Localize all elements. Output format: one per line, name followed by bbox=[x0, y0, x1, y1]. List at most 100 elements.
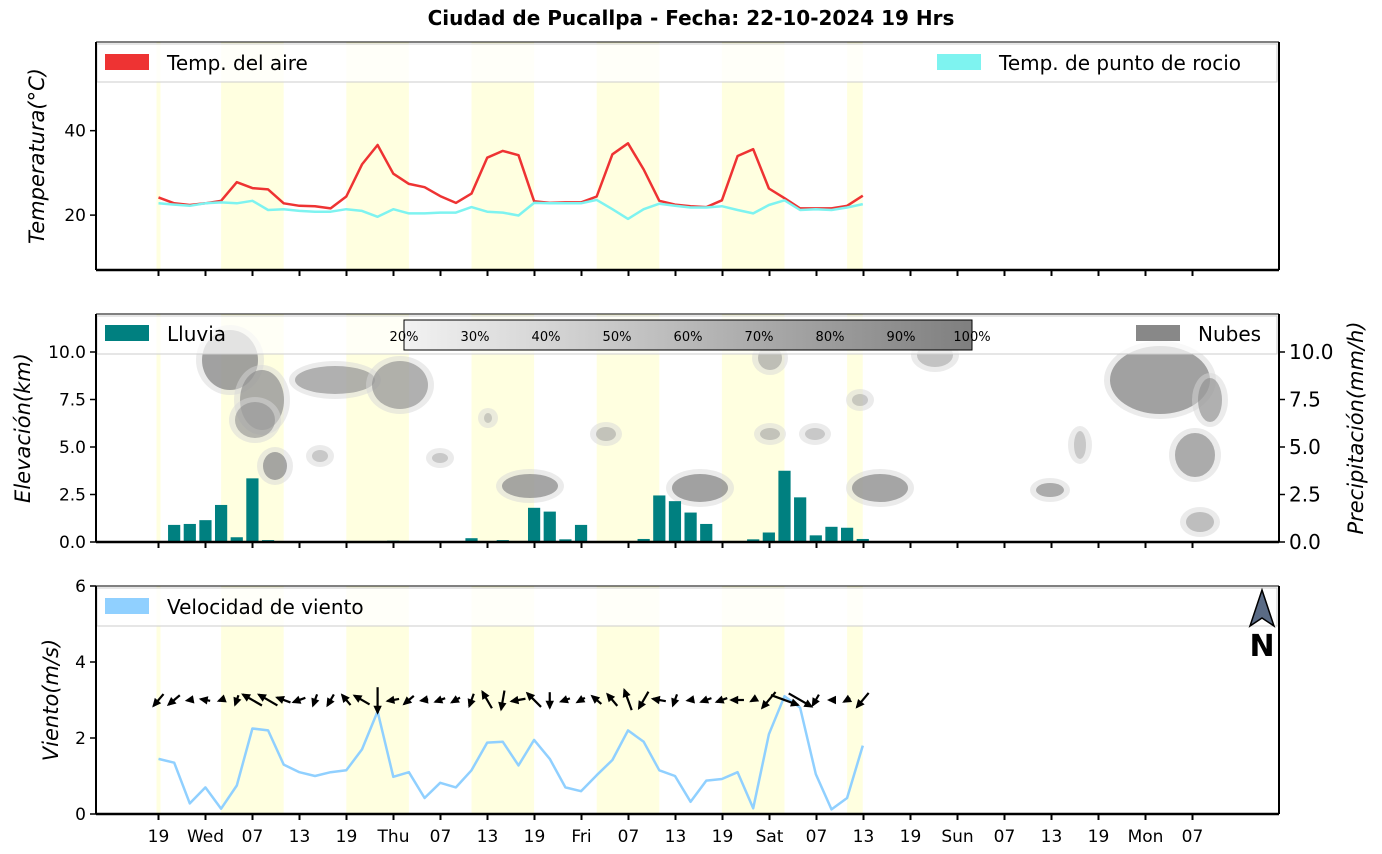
x-tick-label: 13 bbox=[665, 827, 687, 847]
wind-arrow-head bbox=[291, 695, 302, 704]
cloud-area bbox=[426, 448, 454, 468]
wind-arrow-head bbox=[559, 695, 569, 704]
wind-arrow-head bbox=[433, 695, 444, 704]
colorbar-label: 20% bbox=[390, 330, 419, 345]
x-tick-label: Thu bbox=[377, 827, 410, 847]
legend-label-clouds: Nubes bbox=[1198, 322, 1261, 346]
rain-bar bbox=[653, 495, 666, 542]
rain-bar bbox=[527, 507, 541, 542]
y-axis-label: Elevación(km) bbox=[11, 353, 35, 503]
cloud-area bbox=[799, 423, 831, 445]
wind-arrow-head bbox=[402, 696, 413, 706]
colorbar-label: 50% bbox=[603, 330, 632, 345]
x-tick-label: 19 bbox=[336, 827, 358, 847]
rain-bar bbox=[559, 539, 572, 542]
y-tick-label: 2.5 bbox=[59, 486, 86, 506]
wind-arrow-head bbox=[622, 688, 631, 698]
wind-arrow-head bbox=[790, 698, 800, 707]
cloud-area bbox=[852, 394, 868, 406]
wind-arrow-head bbox=[749, 694, 760, 703]
cloud-area bbox=[478, 408, 498, 428]
rain-bar bbox=[778, 470, 791, 542]
cloud-area bbox=[1036, 483, 1064, 497]
series-line-dew-point bbox=[158, 198, 864, 221]
rain-bar bbox=[700, 523, 713, 542]
wind-arrow-head bbox=[729, 695, 739, 705]
wind-arrow-head bbox=[650, 695, 661, 705]
wind-arrow-head bbox=[241, 693, 251, 702]
legend-box bbox=[96, 587, 1278, 627]
x-tick-label: 19 bbox=[148, 827, 170, 847]
cloud-area bbox=[760, 428, 780, 440]
x-tick-label: Fri bbox=[571, 827, 591, 847]
wind-arrow-head bbox=[481, 690, 490, 700]
wind-arrow-head bbox=[385, 695, 395, 704]
rain-bar bbox=[574, 524, 588, 542]
colorbar-label: 30% bbox=[461, 330, 490, 345]
wind-arrow-head bbox=[803, 699, 814, 708]
y-axis-label: Viento(m/s) bbox=[39, 639, 63, 761]
rain-bar bbox=[856, 538, 869, 542]
cloud-area bbox=[852, 474, 908, 502]
rain-bar bbox=[465, 538, 478, 542]
wind-arrow-head bbox=[166, 697, 177, 706]
colorbar-label: 60% bbox=[674, 330, 703, 345]
daylight-band bbox=[156, 42, 161, 270]
wind-arrow-head bbox=[233, 696, 242, 707]
x-tick-label: 07 bbox=[994, 827, 1016, 847]
cloud-area bbox=[1175, 433, 1215, 477]
wind-arrow-head bbox=[311, 697, 320, 708]
y-tick-label: 20 bbox=[64, 206, 86, 226]
wind-arrow-head bbox=[855, 699, 865, 709]
cloud-colorbar bbox=[403, 319, 973, 351]
x-tick-label: 19 bbox=[900, 827, 922, 847]
cloud-area bbox=[596, 427, 616, 441]
colorbar-label: 40% bbox=[532, 330, 561, 345]
cloud-area bbox=[1068, 426, 1092, 464]
colorbar-label: 70% bbox=[745, 330, 774, 345]
wind-arrow-head bbox=[590, 694, 601, 704]
wind-arrow-head bbox=[419, 695, 429, 704]
wind-arrow-head bbox=[450, 695, 460, 704]
x-tick-label: 07 bbox=[1182, 827, 1204, 847]
legend-label-air-temp: Temp. del aire bbox=[166, 51, 308, 75]
x-tick-label: 13 bbox=[477, 827, 499, 847]
cloud-area bbox=[1180, 507, 1220, 537]
cloud-area bbox=[1186, 512, 1214, 532]
legend-swatch-dew-point bbox=[937, 54, 981, 70]
x-tick-label: Sun bbox=[941, 827, 973, 847]
rain-bar bbox=[214, 504, 228, 542]
x-tick-label: Wed bbox=[187, 827, 224, 847]
x-tick-label: 07 bbox=[430, 827, 452, 847]
x-tick-label: 13 bbox=[289, 827, 311, 847]
cloud-area bbox=[484, 413, 492, 423]
x-tick-label: 07 bbox=[806, 827, 828, 847]
wind-arrow-head bbox=[637, 700, 646, 710]
y-tick-label: 2 bbox=[75, 729, 86, 749]
x-tick-label: 19 bbox=[524, 827, 546, 847]
wind-arrow-head bbox=[811, 697, 820, 708]
rain-bar bbox=[543, 511, 556, 542]
cloud-area bbox=[312, 450, 328, 462]
daylight-band bbox=[156, 314, 161, 542]
wind-arrow-head bbox=[671, 697, 680, 708]
cloud-area bbox=[295, 366, 375, 394]
wind-arrow-head bbox=[216, 694, 227, 703]
x-tick-label: 07 bbox=[242, 827, 264, 847]
rain-bar bbox=[230, 537, 243, 542]
cloud-area bbox=[432, 453, 448, 463]
wind-arrow-head bbox=[575, 695, 586, 704]
north-label: N bbox=[1249, 629, 1274, 664]
cloud-area bbox=[306, 445, 334, 467]
legend-swatch-clouds bbox=[1136, 325, 1180, 341]
cloud-area bbox=[590, 422, 622, 446]
legend-label-wind: Velocidad de viento bbox=[167, 595, 364, 619]
rain-bar bbox=[794, 497, 807, 542]
y-tick-label: 7.5 bbox=[59, 391, 86, 411]
rain-bar bbox=[637, 538, 650, 542]
cloud-area bbox=[235, 402, 275, 438]
wind-arrow-head bbox=[827, 695, 836, 705]
x-tick-label: Mon bbox=[1128, 827, 1164, 847]
wind-arrow-head bbox=[352, 694, 363, 703]
